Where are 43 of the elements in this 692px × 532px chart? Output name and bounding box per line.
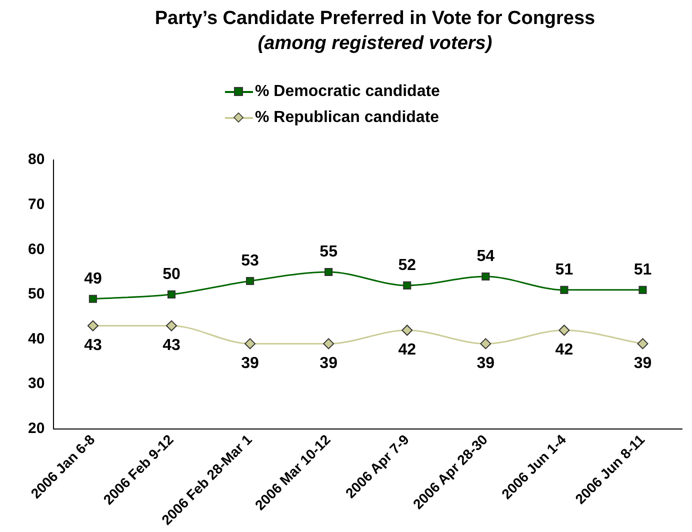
data-label: 39 — [320, 355, 338, 372]
y-tick-label: 30 — [28, 375, 45, 392]
point — [558, 324, 570, 336]
point — [323, 338, 334, 350]
data-label: 39 — [476, 355, 495, 372]
data-label: 42 — [398, 342, 416, 359]
point — [87, 320, 98, 332]
point — [637, 338, 648, 350]
data-label: 39 — [634, 355, 652, 372]
point — [167, 290, 176, 298]
data-label: 54 — [476, 248, 495, 265]
y-tick-label: 50 — [28, 286, 45, 303]
y-tick-label: 20 — [28, 420, 45, 437]
y-tick-label: 60 — [28, 240, 45, 258]
point — [403, 281, 412, 290]
legend-label: % Republican candidate — [255, 109, 440, 127]
point — [480, 338, 492, 350]
y-tick-label: 80 — [28, 151, 45, 168]
data-label: 51 — [555, 261, 574, 278]
point — [402, 324, 413, 336]
point — [324, 268, 333, 276]
data-label: 43 — [84, 337, 102, 354]
y-tick-label: 70 — [28, 196, 45, 213]
chart-title: Party’s Candidate Preferred in Vote for Congress — [154, 8, 596, 30]
data-label: 43 — [162, 337, 180, 354]
data-label: 52 — [398, 256, 416, 274]
data-label: 49 — [84, 270, 102, 288]
data-label: 51 — [634, 261, 652, 278]
point — [560, 286, 568, 294]
point — [246, 276, 254, 286]
y-tick-label: 40 — [28, 330, 45, 348]
chart-subtitle: (among registered voters) — [256, 33, 494, 55]
legend-label: % Democratic candidate — [255, 83, 440, 101]
data-label: 39 — [241, 355, 260, 372]
point — [166, 320, 177, 332]
point — [482, 272, 490, 281]
point — [88, 294, 97, 303]
data-label: 53 — [241, 252, 260, 270]
point — [244, 338, 256, 350]
point — [638, 286, 647, 294]
data-label: 50 — [162, 266, 180, 283]
data-label: 42 — [555, 342, 574, 359]
data-label: 55 — [320, 243, 338, 260]
